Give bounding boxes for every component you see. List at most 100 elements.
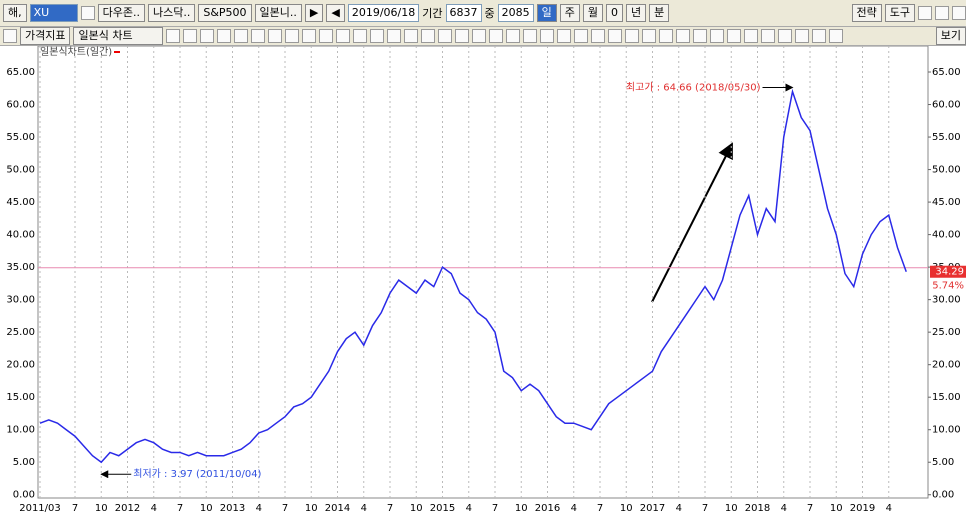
tool-icon[interactable]: [557, 29, 572, 43]
x-tick-label: 10: [305, 503, 318, 514]
legend: 일본식차트(일간): [40, 46, 112, 58]
mid[interactable]: 2085: [497, 4, 534, 22]
tool-icon[interactable]: [506, 29, 521, 43]
nav[interactable]: ▶: [304, 4, 324, 22]
x-tick-label: 10: [725, 503, 738, 514]
x-tick-label: 2011/03: [19, 503, 61, 514]
view[interactable]: 보기: [935, 27, 966, 45]
y-tick-label-right: 25.00: [932, 327, 961, 338]
tool-icon[interactable]: [404, 29, 419, 43]
tool-icon[interactable]: [829, 29, 844, 43]
y-tick-label: 60.00: [6, 100, 35, 111]
unit[interactable]: 년: [626, 4, 647, 22]
x-tick-label: 4: [676, 503, 682, 514]
x-tick-label: 7: [807, 503, 813, 514]
index[interactable]: 다우존..: [97, 4, 145, 22]
tool-icon[interactable]: [591, 29, 606, 43]
x-tick-label: 10: [95, 503, 108, 514]
index[interactable]: 나스닥..: [147, 4, 196, 22]
date[interactable]: 2019/06/18: [347, 4, 420, 22]
search-icon[interactable]: [80, 6, 95, 20]
tool-icon[interactable]: [574, 29, 589, 43]
tool-icon[interactable]: [421, 29, 436, 43]
tool-icon[interactable]: [523, 29, 538, 43]
icon[interactable]: [918, 6, 932, 20]
chart-kind[interactable]: 일본식 차트: [73, 27, 164, 45]
tool-icon[interactable]: [795, 29, 810, 43]
index[interactable]: 일본니..: [254, 4, 302, 22]
tool-icon[interactable]: [710, 29, 725, 43]
tool-icon[interactable]: [540, 29, 555, 43]
icon[interactable]: [935, 6, 949, 20]
unit[interactable]: 일: [536, 4, 557, 22]
tool-icon[interactable]: [302, 29, 317, 43]
tool-icon[interactable]: [234, 29, 249, 43]
y-tick-label: 35.00: [6, 262, 35, 273]
period[interactable]: 6837: [445, 4, 482, 22]
tool-icon[interactable]: [693, 29, 708, 43]
x-tick-label: 10: [410, 503, 423, 514]
market[interactable]: 해,: [3, 4, 27, 22]
label: 기간: [422, 7, 443, 20]
tool-icon[interactable]: [761, 29, 776, 43]
tool-icon[interactable]: [455, 29, 470, 43]
low-note: 최저가 : 3.97 (2011/10/04): [133, 468, 261, 480]
y-tick-label: 10.00: [6, 425, 35, 436]
tool-icon[interactable]: [183, 29, 198, 43]
background: [0, 46, 966, 515]
tools[interactable]: 도구: [884, 4, 915, 22]
x-tick-label: 4: [886, 503, 892, 514]
x-tick-label: 7: [177, 503, 183, 514]
tool-icon[interactable]: [268, 29, 283, 43]
tool-icon[interactable]: [659, 29, 674, 43]
tool-icon[interactable]: [727, 29, 742, 43]
y-tick-label-right: 50.00: [932, 165, 961, 176]
price-indicator[interactable]: 가격지표: [20, 27, 71, 45]
chart: 일본식차트(일간) 0.00 0.00 5.00 5.00 10.00 10.00 15.0…: [0, 46, 966, 515]
tool-icon[interactable]: [336, 29, 351, 43]
tool-icon[interactable]: [608, 29, 623, 43]
unit[interactable]: 분: [649, 4, 670, 22]
tool-icon[interactable]: [370, 29, 385, 43]
x-tick-label: 7: [72, 503, 78, 514]
tool-icon[interactable]: [251, 29, 266, 43]
tool-icon[interactable]: [676, 29, 691, 43]
x-tick-label: 2016: [535, 503, 560, 514]
tool-icon[interactable]: [438, 29, 453, 43]
tool-icon[interactable]: [387, 29, 402, 43]
x-tick-label: 2015: [430, 503, 455, 514]
x-tick-label: 2017: [640, 503, 665, 514]
y-tick-label-right: 45.00: [932, 197, 961, 208]
unit[interactable]: 주: [559, 4, 580, 22]
x-tick-label: 4: [466, 503, 472, 514]
tool-icon[interactable]: [778, 29, 793, 43]
unit[interactable]: 월: [582, 4, 603, 22]
index[interactable]: S&P500: [198, 4, 252, 22]
tool-icon[interactable]: [217, 29, 232, 43]
tool-icon[interactable]: [625, 29, 640, 43]
x-tick-label: 2012: [115, 503, 140, 514]
tool-icon[interactable]: [489, 29, 504, 43]
tool-icon[interactable]: [472, 29, 487, 43]
y-tick-label: 50.00: [6, 165, 35, 176]
unit[interactable]: 0: [606, 4, 623, 22]
tool-icon[interactable]: [285, 29, 300, 43]
tool-icon[interactable]: [353, 29, 368, 43]
x-tick-label: 4: [571, 503, 577, 514]
symbol[interactable]: XU: [29, 4, 78, 22]
nav[interactable]: ◀: [326, 4, 345, 22]
y-tick-label: 40.00: [6, 230, 35, 241]
icon[interactable]: [3, 29, 17, 43]
y-tick-label: 30.00: [6, 295, 35, 306]
tool-icon[interactable]: [744, 29, 759, 43]
y-tick-label-right: 60.00: [932, 100, 961, 111]
icon[interactable]: [952, 6, 966, 20]
y-tick-label-right: 30.00: [932, 295, 961, 306]
strategy[interactable]: 전략: [851, 4, 882, 22]
tool-icon[interactable]: [319, 29, 334, 43]
tool-icon[interactable]: [200, 29, 215, 43]
tool-icon[interactable]: [812, 29, 827, 43]
tool-icon[interactable]: [166, 29, 181, 43]
tool-icon[interactable]: [642, 29, 657, 43]
